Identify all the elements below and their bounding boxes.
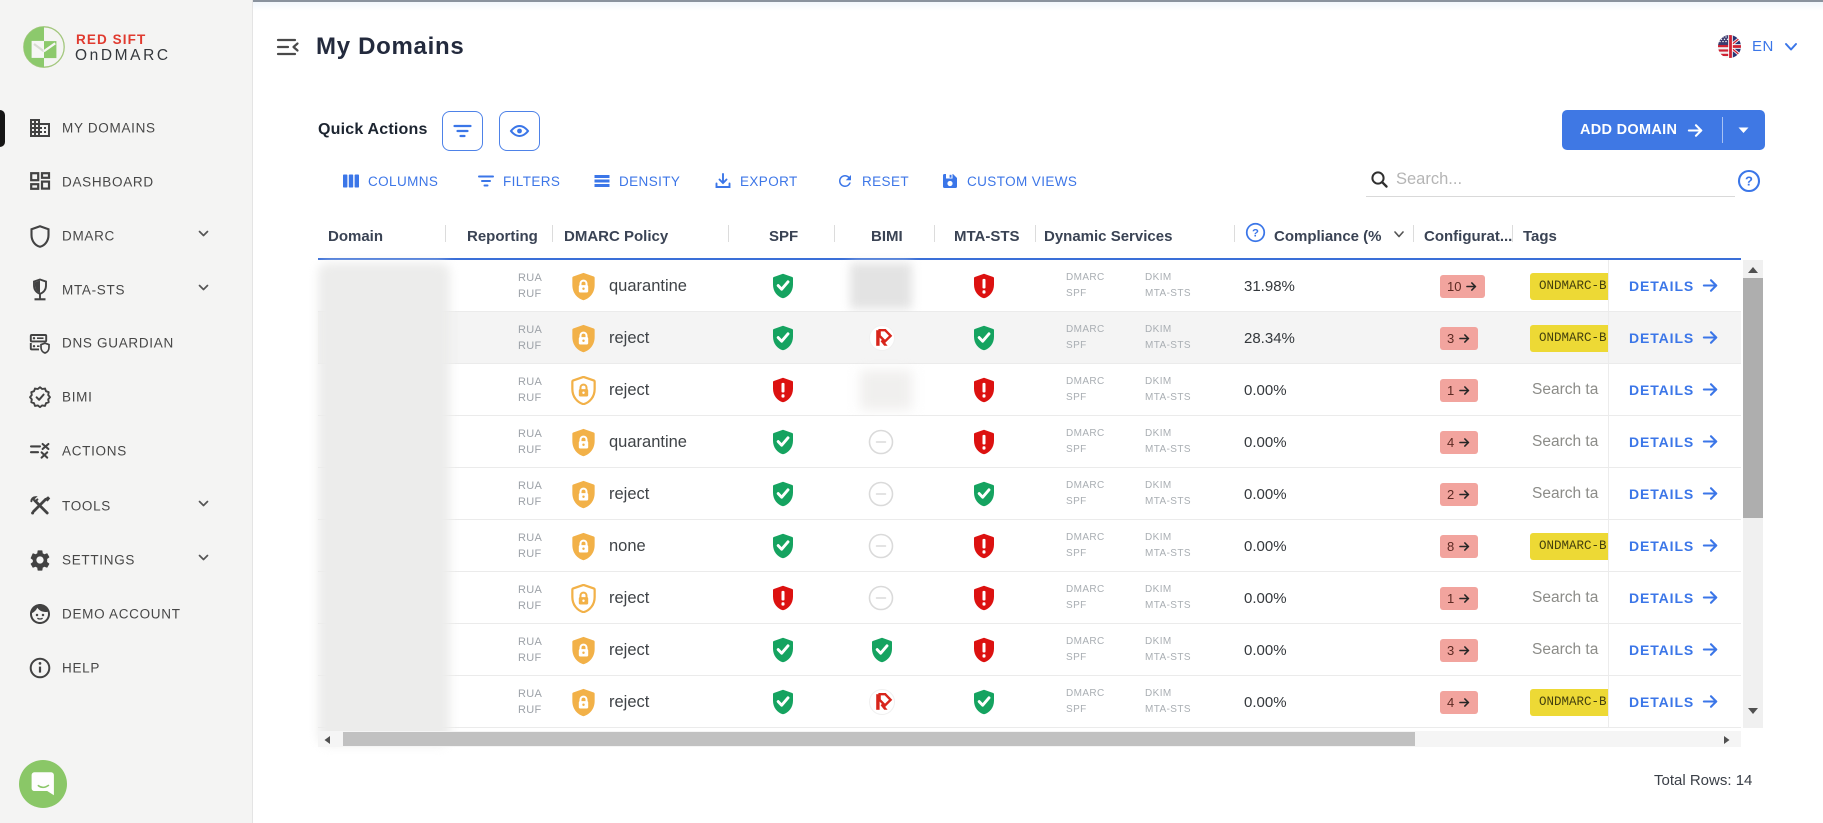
svg-text:?: ? bbox=[1252, 227, 1259, 239]
svg-text:?: ? bbox=[1745, 173, 1753, 188]
